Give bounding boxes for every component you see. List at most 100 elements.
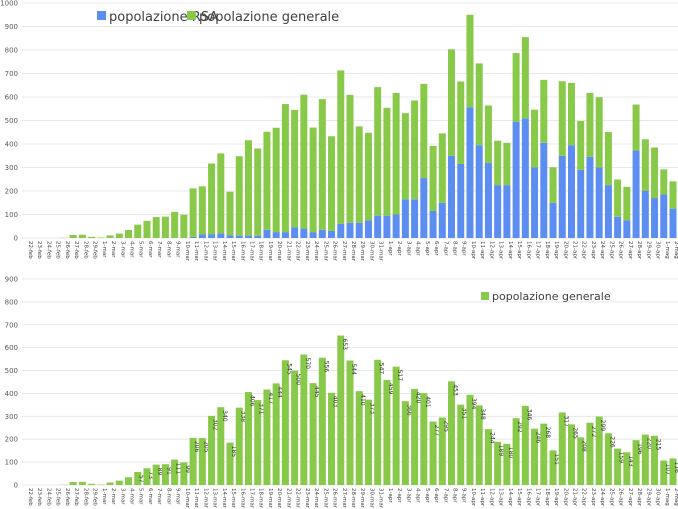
x-tick-label: 3-mar <box>119 488 125 505</box>
data-label: 403 <box>332 396 339 408</box>
x-tick-label: 30-apr <box>655 488 661 507</box>
bar-rsa <box>355 222 363 238</box>
bar-generale <box>429 421 437 485</box>
x-tick-label: 1-apr <box>387 241 393 256</box>
x-tick-label: 13-apr <box>498 241 504 260</box>
bar-generale <box>374 359 382 485</box>
bar-generale <box>106 235 114 238</box>
bar-generale <box>364 132 372 221</box>
data-label: 196 <box>636 443 643 455</box>
bar-generale <box>549 167 557 203</box>
bar-generale <box>577 437 585 485</box>
legend-bottom: popolazione generale <box>481 290 611 303</box>
x-tick-label: 8-mar <box>165 241 171 258</box>
bar-generale <box>401 113 409 200</box>
x-tick-label: 21-apr <box>571 241 577 260</box>
data-label: 159 <box>618 452 625 464</box>
x-tick-label: 18-mar <box>258 488 264 509</box>
bar-generale <box>549 450 557 485</box>
x-tick-label: 25-feb <box>55 488 61 506</box>
bar-generale <box>512 53 520 122</box>
x-tick-label: 10-apr <box>470 241 476 260</box>
data-label: 544 <box>350 363 357 375</box>
data-label: 206 <box>193 441 200 453</box>
x-tick-label: 20-mar <box>276 488 282 509</box>
bar-generale <box>632 440 640 485</box>
x-tick-label: 17-apr <box>535 488 541 507</box>
bar-generale <box>448 381 456 485</box>
bar-rsa <box>466 107 474 238</box>
bar-rsa <box>235 235 243 238</box>
x-tick-label: 21-apr <box>571 488 577 507</box>
x-tick-label: 13-mar <box>212 241 218 262</box>
x-tick-label: 5-apr <box>424 241 430 256</box>
bar-generale <box>161 216 169 238</box>
bar-generale <box>355 126 363 223</box>
bar-generale <box>69 482 77 485</box>
data-label: 226 <box>608 436 615 448</box>
data-label: 185 <box>230 446 237 458</box>
bar-generale <box>291 109 299 228</box>
y-tick-label: 900 <box>5 276 18 284</box>
data-label: 295 <box>442 420 449 432</box>
bar-generale <box>143 468 151 485</box>
data-label: 189 <box>498 445 505 457</box>
bar-rsa <box>300 228 308 238</box>
bar-generale <box>604 132 612 186</box>
data-label: 401 <box>424 396 431 408</box>
data-label: 346 <box>525 409 532 421</box>
bar-generale <box>484 105 492 163</box>
bar-rsa <box>614 216 622 238</box>
bar-generale <box>540 79 548 143</box>
bar-rsa <box>291 227 299 238</box>
x-tick-label: 13-mar <box>212 488 218 509</box>
data-label: 116 <box>673 461 678 473</box>
x-tick-label: 28-apr <box>636 241 642 260</box>
x-tick-label: 24-feb <box>45 488 51 506</box>
y-tick-label: 400 <box>5 141 18 149</box>
x-tick-label: 22-mar <box>295 241 301 262</box>
bar-generale <box>494 441 502 485</box>
bar-rsa <box>457 163 465 238</box>
x-tick-label: 30-mar <box>368 241 374 262</box>
bar-rsa <box>411 199 419 238</box>
bar-generale <box>337 70 345 224</box>
data-label: 215 <box>655 439 662 451</box>
data-label: 410 <box>359 394 366 406</box>
bar-generale <box>586 422 594 485</box>
bar-generale <box>475 63 483 146</box>
x-tick-label: 27-feb <box>73 241 79 259</box>
x-tick-label: 27-apr <box>627 488 633 507</box>
bar-generale <box>309 127 317 233</box>
y-tick-label: 300 <box>5 164 18 172</box>
x-tick-label: 1-apr <box>387 488 393 503</box>
bar-generale <box>420 393 428 485</box>
bar-generale <box>318 357 326 485</box>
bar-generale <box>346 94 354 223</box>
x-tick-label: 22-apr <box>581 488 587 507</box>
data-label: 556 <box>322 361 329 373</box>
x-tick-label: 1-mar <box>101 488 107 505</box>
y-tick-label: 700 <box>5 321 18 329</box>
x-tick-label: 29-apr <box>645 241 651 260</box>
bar-generale <box>235 156 243 236</box>
bar-generale <box>254 400 262 485</box>
bar-generale <box>115 233 123 238</box>
bar-generale <box>484 429 492 485</box>
data-label: 406 <box>248 395 255 407</box>
bar-rsa <box>309 232 317 238</box>
bar-rsa <box>244 235 252 238</box>
data-label: 302 <box>212 419 219 431</box>
x-tick-label: 5-mar <box>138 488 144 505</box>
bar-generale <box>521 37 529 119</box>
bar-rsa <box>540 142 548 238</box>
bar-generale <box>226 191 234 236</box>
x-tick-label: 27-mar <box>341 241 347 262</box>
bar-generale <box>632 104 640 151</box>
data-label: 265 <box>571 427 578 439</box>
data-label: 99 <box>184 465 191 473</box>
x-tick-label: 9-mar <box>175 488 181 505</box>
bar-generale <box>567 424 575 485</box>
x-tick-label: 29-mar <box>359 488 365 509</box>
x-tick-label: 27-feb <box>73 488 79 506</box>
